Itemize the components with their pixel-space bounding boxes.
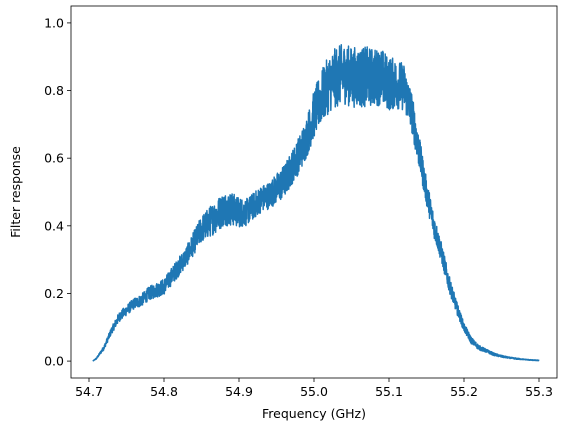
- y-tick-label: 0.6: [44, 151, 64, 166]
- x-tick-label: 55.2: [450, 384, 478, 399]
- y-tick-label: 0.2: [44, 286, 64, 301]
- x-tick-label: 55.3: [525, 384, 553, 399]
- x-tick-label: 54.7: [75, 384, 103, 399]
- x-tick-label: 55.1: [375, 384, 403, 399]
- y-axis: 0.0 0.2 0.4 0.6 0.8 1.0: [44, 15, 71, 369]
- x-axis: 54.7 54.8 54.9 55.0 55.1 55.2 55.3: [75, 378, 553, 399]
- y-tick-label: 0.4: [44, 218, 64, 233]
- y-tick-label: 1.0: [44, 15, 64, 30]
- x-tick-label: 54.8: [150, 384, 178, 399]
- series-layer: [92, 44, 540, 362]
- x-tick-label: 55.0: [300, 384, 328, 399]
- y-tick-label: 0.0: [44, 354, 64, 369]
- y-tick-label: 0.8: [44, 83, 64, 98]
- x-axis-label: Frequency (GHz): [262, 406, 366, 421]
- axes-frame: [70, 5, 558, 379]
- series-line-0: [92, 44, 540, 362]
- x-tick-label: 54.9: [225, 384, 253, 399]
- y-axis-label: Filter response: [8, 146, 23, 238]
